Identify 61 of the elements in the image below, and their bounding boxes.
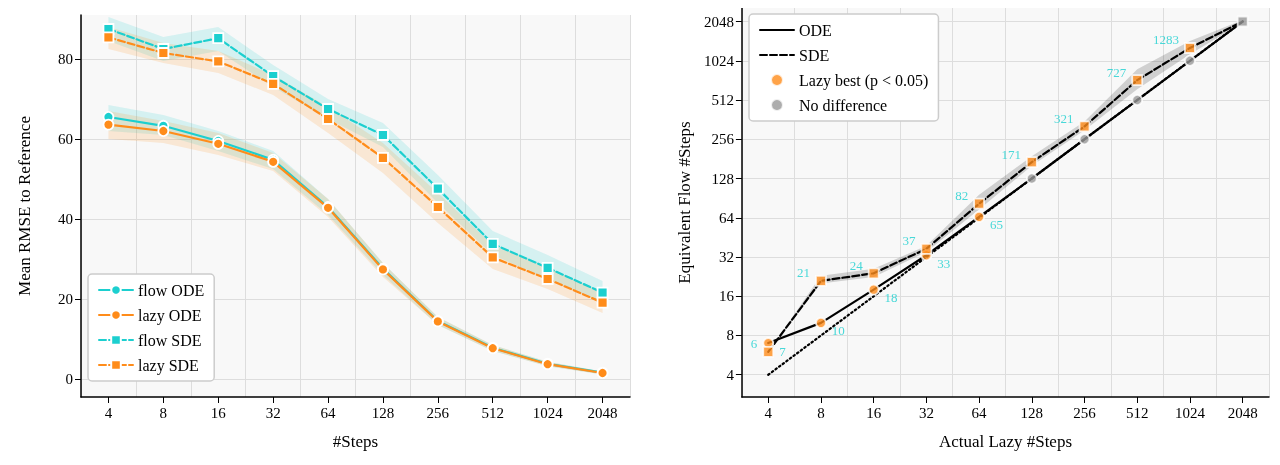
legend-label: Lazy best (p < 0.05)	[799, 71, 929, 90]
data-label: 18	[884, 290, 898, 306]
legend-label: ODE	[799, 21, 832, 39]
y-tick-label: 20	[58, 291, 73, 307]
x-tick-label: 128	[1020, 404, 1044, 421]
y-tick-label: 0	[65, 371, 73, 387]
y-tick-label: 16	[718, 288, 735, 305]
x-tick-label: 64	[320, 404, 337, 421]
x-tick-label: 2048	[1227, 404, 1258, 421]
legend-label: flow SDE	[138, 331, 202, 349]
x-tick-label: 128	[371, 404, 395, 421]
data-label: 171	[1001, 146, 1021, 162]
x-tick-label: 16	[866, 404, 882, 421]
data-label: 6	[750, 336, 758, 352]
x-axis-title: Actual Lazy #Steps	[938, 432, 1073, 451]
x-tick-label: 32	[265, 404, 281, 421]
y-tick-label: 60	[58, 131, 73, 147]
y-tick-label: 40	[58, 211, 73, 227]
data-label: 727	[1106, 64, 1127, 80]
y-tick-label: 512	[711, 92, 734, 109]
x-tick-label: 2048	[587, 404, 618, 421]
data-label: 24	[849, 257, 864, 273]
x-tick-label: 16	[210, 404, 227, 421]
legend-label: lazy ODE	[138, 306, 202, 325]
y-tick-label: 2048	[703, 13, 734, 30]
x-tick-label: 256	[426, 404, 450, 421]
x-axis-title: #Steps	[332, 432, 379, 451]
y-tick-label: 256	[711, 131, 735, 148]
x-tick-label: 256	[1073, 404, 1097, 421]
y-tick-label: 32	[718, 249, 734, 265]
legend-label: SDE	[799, 46, 830, 64]
legend-label: flow ODE	[138, 281, 205, 299]
y-tick-label: 1024	[703, 52, 735, 69]
y-axis-title: Equivalent Flow #Steps	[675, 121, 694, 284]
x-tick-label: 8	[817, 404, 825, 421]
x-tick-label: 64	[971, 404, 988, 421]
data-label: 33	[937, 255, 951, 271]
data-label: 37	[902, 233, 916, 249]
y-tick-label: 8	[726, 327, 734, 344]
data-label: 65	[989, 217, 1003, 233]
y-axis-title: Mean RMSE to Reference	[15, 116, 34, 296]
x-tick-label: 32	[918, 404, 934, 421]
x-tick-label: 1024	[532, 404, 564, 421]
data-label: 321	[1054, 110, 1074, 126]
y-tick-label: 80	[58, 51, 73, 67]
data-label: 21	[797, 265, 811, 281]
x-tick-label: 4	[104, 404, 113, 421]
y-tick-label: 64	[718, 209, 735, 226]
data-label: 1283	[1153, 32, 1180, 48]
data-label: 82	[955, 188, 969, 204]
legend-label: No difference	[799, 96, 888, 114]
legend-label: lazy SDE	[138, 356, 199, 375]
y-tick-label: 4	[726, 366, 735, 383]
x-tick-label: 4	[764, 404, 773, 421]
data-label: 7	[779, 343, 787, 359]
x-tick-label: 512	[1125, 404, 1149, 421]
x-tick-label: 8	[159, 404, 168, 421]
x-tick-label: 1024	[1174, 404, 1206, 421]
x-tick-label: 512	[481, 404, 504, 421]
y-tick-label: 128	[711, 170, 734, 187]
data-label: 10	[831, 323, 845, 339]
